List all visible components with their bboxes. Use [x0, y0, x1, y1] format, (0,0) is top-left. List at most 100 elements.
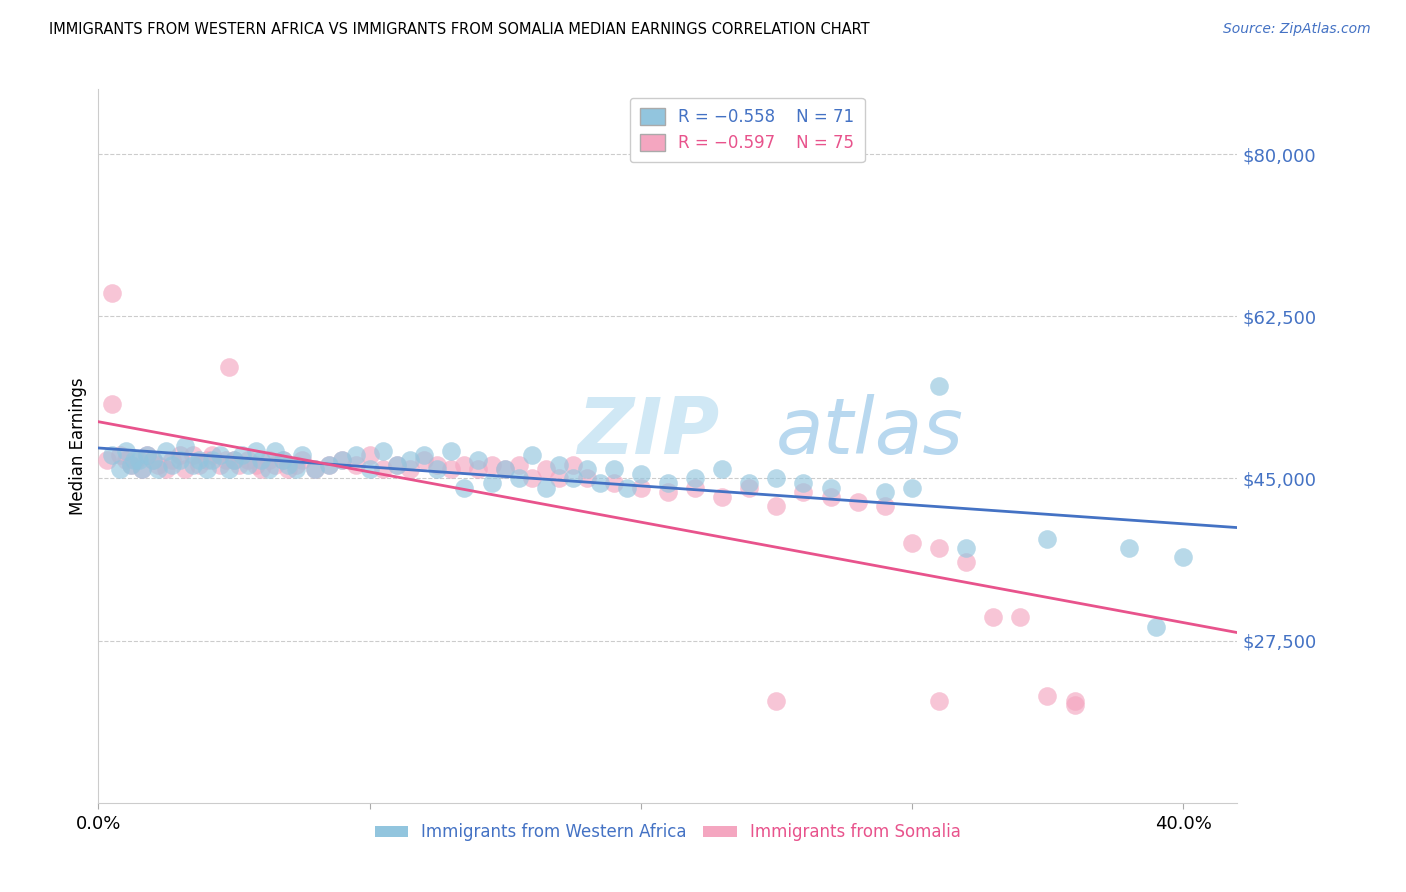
Point [534, 481, 557, 495]
Text: Source: ZipAtlas.com: Source: ZipAtlas.com [1223, 22, 1371, 37]
Point [155, 462, 177, 476]
Point [231, 448, 253, 462]
Point [122, 453, 145, 467]
Point [218, 462, 240, 476]
Text: atlas: atlas [776, 393, 965, 470]
Point [318, 458, 340, 472]
Point [201, 448, 224, 462]
Point [114, 443, 136, 458]
Point [1036, 532, 1059, 546]
Point [901, 536, 924, 550]
Point [562, 471, 585, 485]
Point [928, 694, 950, 708]
Point [344, 458, 367, 472]
Point [332, 453, 354, 467]
Point [271, 453, 294, 467]
Point [263, 443, 285, 458]
Point [412, 453, 434, 467]
Point [160, 458, 183, 472]
Point [245, 458, 267, 472]
Point [467, 462, 489, 476]
Point [562, 458, 585, 472]
Point [209, 448, 232, 462]
Point [955, 555, 977, 569]
Point [125, 453, 148, 467]
Point [467, 453, 489, 467]
Point [359, 448, 381, 462]
Point [195, 453, 218, 467]
Point [453, 458, 475, 472]
Point [1063, 694, 1085, 708]
Point [534, 462, 557, 476]
Point [160, 453, 183, 467]
Point [263, 458, 285, 472]
Point [285, 458, 308, 472]
Point [228, 458, 250, 472]
Point [187, 453, 209, 467]
Point [285, 462, 308, 476]
Point [304, 462, 326, 476]
Point [259, 453, 281, 467]
Point [291, 448, 314, 462]
Point [820, 481, 842, 495]
Legend: Immigrants from Western Africa, Immigrants from Somalia: Immigrants from Western Africa, Immigran… [368, 817, 967, 848]
Point [440, 462, 463, 476]
Point [548, 458, 571, 472]
Point [344, 448, 367, 462]
Point [236, 458, 259, 472]
Point [955, 541, 977, 555]
Point [738, 481, 761, 495]
Point [412, 448, 434, 462]
Point [187, 458, 209, 472]
Point [630, 467, 652, 481]
Point [602, 476, 624, 491]
Point [738, 476, 761, 491]
Point [711, 490, 734, 504]
Point [183, 458, 205, 472]
Point [304, 462, 326, 476]
Point [215, 453, 238, 467]
Point [371, 462, 394, 476]
Point [548, 471, 571, 485]
Point [589, 476, 612, 491]
Point [683, 481, 706, 495]
Point [494, 462, 516, 476]
Point [245, 443, 267, 458]
Point [277, 462, 299, 476]
Point [522, 471, 544, 485]
Point [250, 462, 273, 476]
Point [873, 500, 896, 514]
Point [114, 453, 136, 467]
Point [142, 453, 165, 467]
Point [711, 462, 734, 476]
Point [142, 453, 165, 467]
Point [174, 439, 197, 453]
Point [508, 471, 530, 485]
Point [385, 458, 408, 472]
Point [174, 462, 197, 476]
Point [101, 397, 124, 411]
Point [277, 458, 299, 472]
Point [657, 476, 679, 491]
Point [399, 453, 422, 467]
Point [481, 458, 503, 472]
Point [195, 462, 218, 476]
Point [169, 453, 191, 467]
Point [201, 453, 224, 467]
Text: ZIP: ZIP [576, 393, 718, 470]
Point [901, 481, 924, 495]
Point [209, 458, 232, 472]
Point [765, 500, 787, 514]
Point [236, 453, 259, 467]
Point [146, 458, 169, 472]
Point [1036, 690, 1059, 704]
Point [222, 453, 245, 467]
Point [318, 458, 340, 472]
Point [155, 443, 177, 458]
Point [101, 286, 124, 301]
Point [602, 462, 624, 476]
Point [101, 448, 124, 462]
Point [426, 462, 449, 476]
Point [846, 494, 869, 508]
Point [291, 453, 314, 467]
